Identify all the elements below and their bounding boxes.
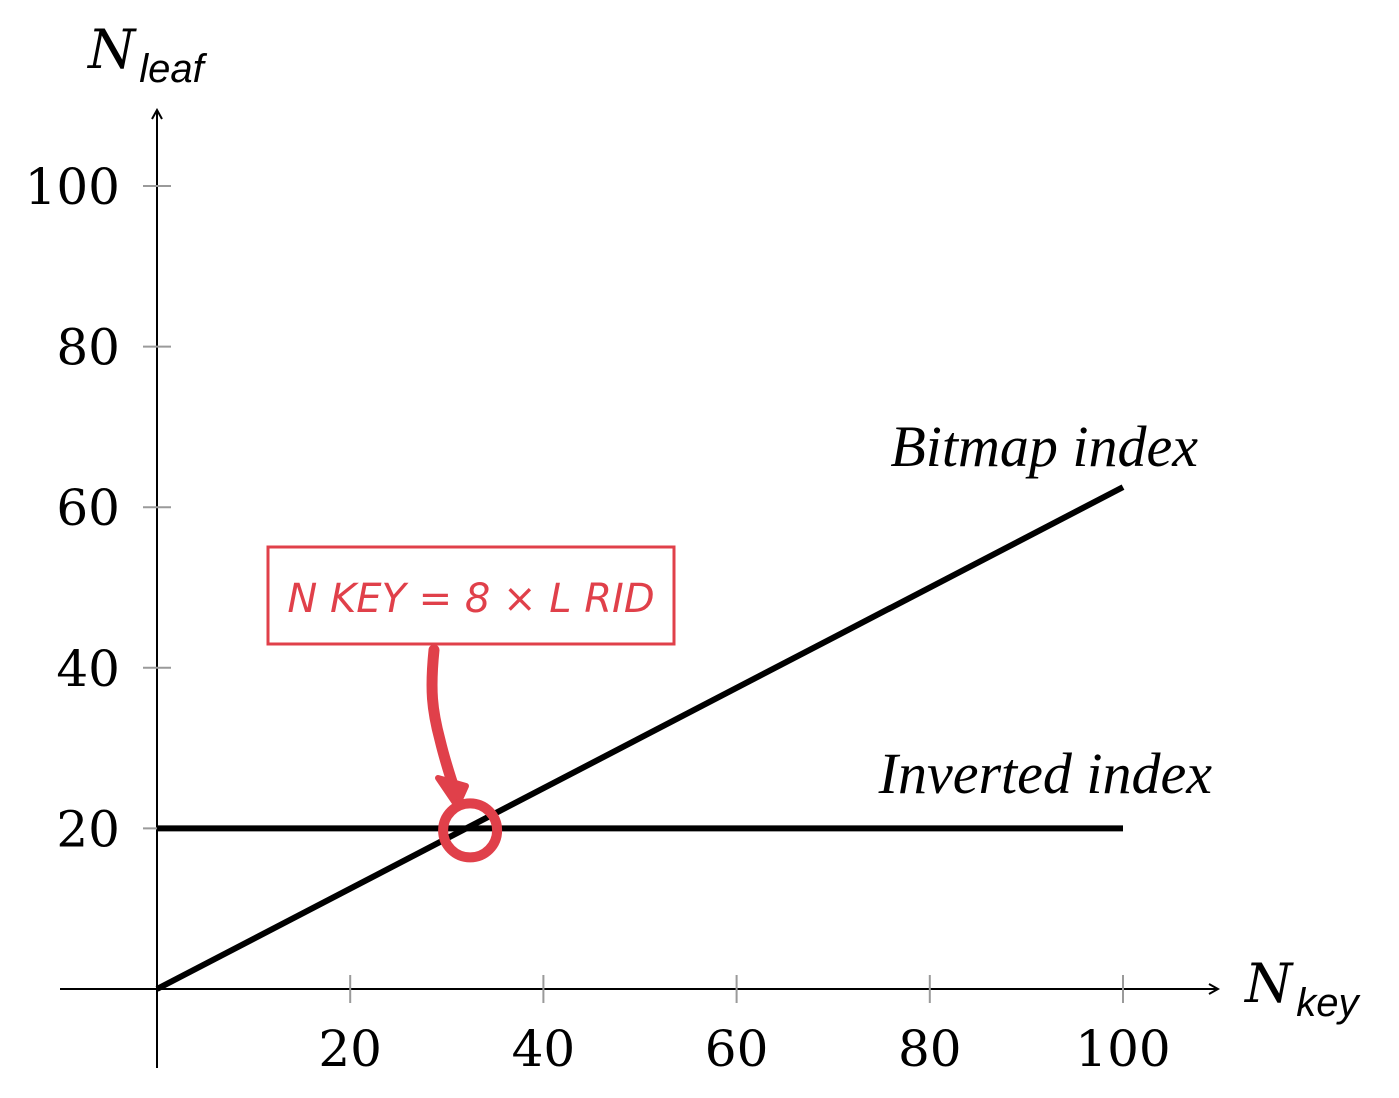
x-tick-label: 40	[512, 1020, 576, 1078]
y-tick-label: 40	[56, 640, 120, 698]
y-tick-label: 100	[25, 158, 120, 216]
y-axis-title-var: N	[86, 18, 137, 81]
inverted-index-label: Inverted index	[878, 741, 1213, 806]
x-axis-title-var: N	[1243, 952, 1294, 1015]
x-tick-label: 20	[318, 1020, 382, 1078]
annotation-arrow-head	[435, 775, 469, 809]
annotation-text: N KEY = 8 × L RID	[287, 576, 654, 622]
x-tick-label: 100	[1075, 1020, 1170, 1078]
bitmap-index-line	[155, 484, 1125, 992]
x-axis-title-sub: key	[1296, 981, 1361, 1025]
annotation: N KEY = 8 × L RID	[266, 545, 676, 863]
bitmap-index-label: Bitmap index	[890, 414, 1198, 479]
x-axis-ticks: 20 40 60 80 100	[318, 975, 1171, 1078]
x-tick-label: 60	[705, 1020, 769, 1078]
x-tick-label: 80	[898, 1020, 962, 1078]
y-tick-label: 60	[56, 479, 120, 537]
y-axis-ticks: 100 80 60 40 20	[25, 158, 171, 858]
annotation-box	[266, 545, 676, 646]
y-axis-title-sub: leaf	[139, 47, 207, 91]
intersection-circle	[438, 798, 503, 863]
y-tick-label: 80	[56, 319, 120, 377]
y-tick-label: 20	[56, 800, 120, 858]
